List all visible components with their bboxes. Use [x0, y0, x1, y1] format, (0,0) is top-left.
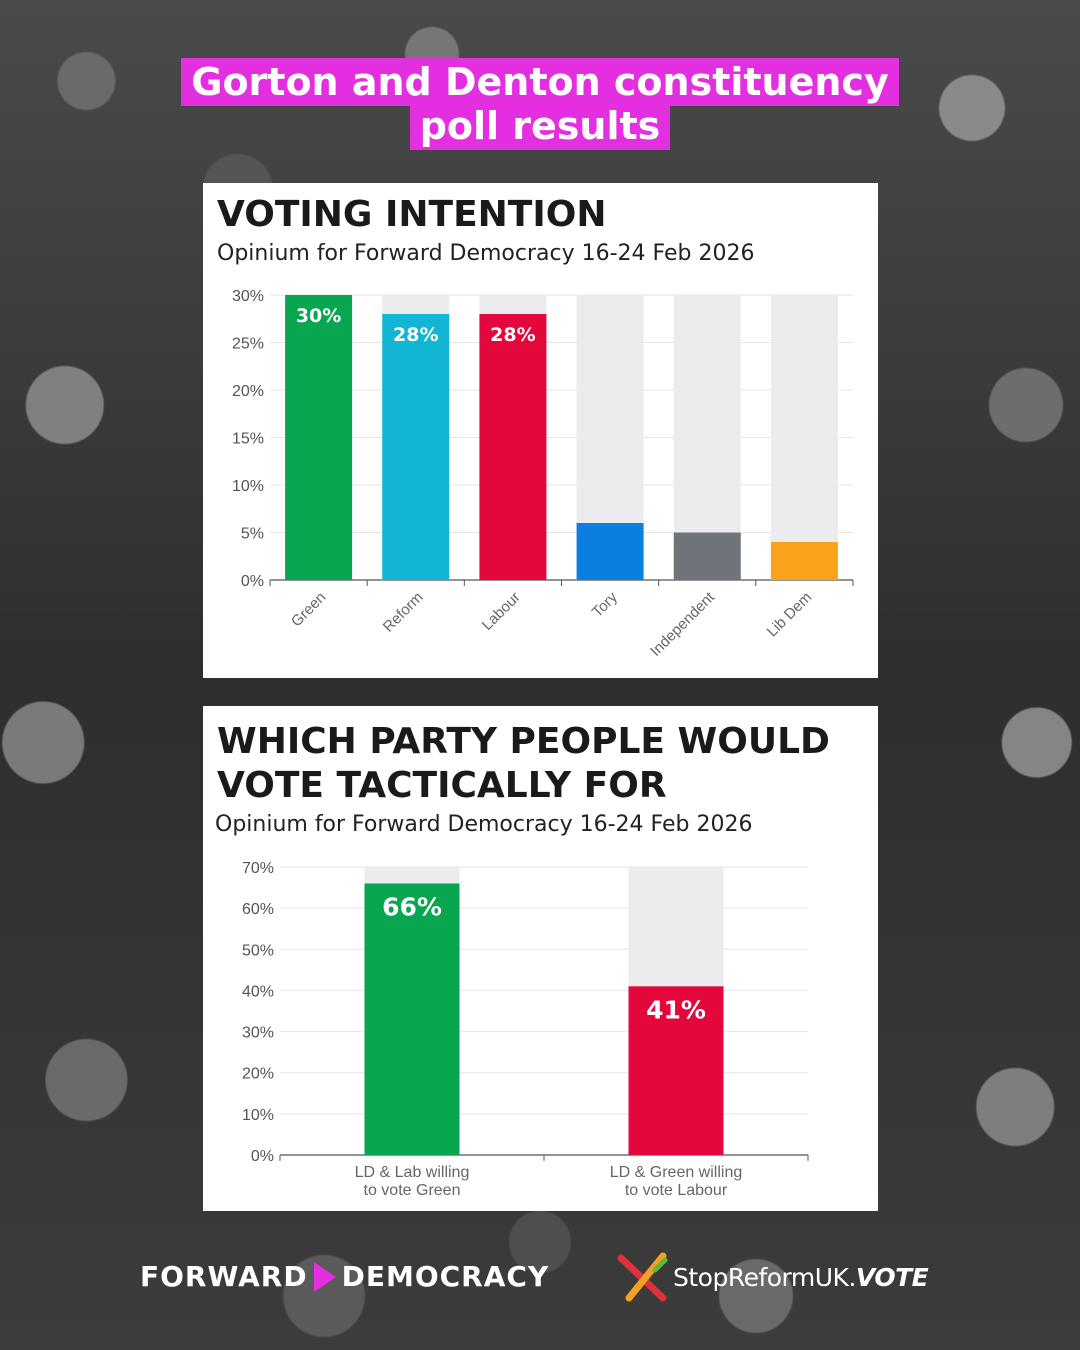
logo-text-democracy: DEMOCRACY	[341, 1260, 550, 1293]
bar	[382, 314, 450, 580]
y-tick-label: 30%	[232, 288, 264, 305]
forward-democracy-logo: FORWARD DEMOCRACY	[140, 1260, 549, 1293]
data-label: 28%	[490, 324, 535, 346]
y-tick-label: 10%	[232, 478, 264, 495]
stop-reform-vote: VOTE	[855, 1262, 929, 1292]
logo-text-forward: FORWARD	[140, 1260, 308, 1293]
chart-subtitle: Opinium for Forward Democracy 16-24 Feb …	[215, 812, 753, 837]
y-tick-label: 60%	[242, 901, 274, 918]
data-label: 41%	[646, 995, 706, 1024]
x-tick-label: to vote Green	[364, 1182, 461, 1199]
x-tick-label: LD & Lab willing	[355, 1164, 470, 1181]
headline: Gorton and Denton constituency poll resu…	[0, 58, 1080, 150]
stop-reform-text: StopReformUK.VOTE	[673, 1262, 929, 1292]
y-tick-label: 15%	[232, 431, 264, 448]
x-tick-label: Lib Dem	[764, 589, 816, 641]
x-tick-label: Independent	[647, 588, 719, 660]
y-tick-label: 50%	[242, 942, 274, 959]
bar	[479, 314, 547, 580]
y-tick-label: 5%	[241, 526, 264, 543]
y-tick-label: 20%	[242, 1066, 274, 1083]
arrow-icon	[313, 1261, 336, 1292]
y-tick-label: 25%	[232, 336, 264, 353]
data-label: 66%	[382, 892, 442, 921]
voting-intention-panel: VOTING INTENTION Opinium for Forward Dem…	[203, 183, 878, 678]
voting-intention-chart: 0% 5% 10% 15% 20% 25% 30% 30% Green 28% Reform 28% L…	[232, 288, 854, 660]
y-tick-label: 70%	[242, 860, 274, 877]
chart-title: VOTING INTENTION	[217, 194, 607, 235]
bar	[770, 542, 838, 580]
bar-background	[770, 295, 838, 580]
data-label: 28%	[393, 324, 438, 346]
bar	[576, 523, 644, 580]
y-tick-label: 30%	[242, 1025, 274, 1042]
chart-subtitle: Opinium for Forward Democracy 16-24 Feb …	[217, 241, 755, 266]
bar	[628, 986, 724, 1155]
cross-icon	[617, 1252, 668, 1302]
y-tick-label: 0%	[251, 1148, 274, 1165]
footer: FORWARD DEMOCRACY StopReformUK.VOTE	[0, 1252, 1080, 1302]
tactical-vote-chart: 0% 10% 20% 30% 40% 50% 60% 70% 66% LD & Lab willi…	[242, 860, 809, 1199]
tactical-vote-panel: WHICH PARTY PEOPLE WOULD VOTE TACTICALLY…	[203, 706, 878, 1211]
x-tick-label: Green	[288, 589, 330, 631]
y-tick-label: 0%	[241, 573, 264, 590]
x-tick-label: to vote Labour	[625, 1182, 728, 1199]
headline-line1: Gorton and Denton constituency	[181, 58, 899, 106]
bar	[364, 883, 460, 1155]
stop-reform-logo: StopReformUK.VOTE	[615, 1252, 929, 1302]
x-tick-label: Reform	[380, 589, 427, 636]
data-label: 30%	[296, 305, 341, 327]
y-tick-label: 10%	[242, 1107, 274, 1124]
bar	[285, 295, 353, 580]
chart-title: WHICH PARTY PEOPLE WOULD VOTE TACTICALLY…	[217, 721, 830, 806]
y-tick-label: 20%	[232, 383, 264, 400]
x-tick-label: Tory	[589, 588, 621, 620]
x-tick-label: LD & Green willing	[610, 1164, 743, 1181]
stop-reform-main: StopReformUK.	[673, 1262, 856, 1292]
x-tick-label: Labour	[479, 589, 524, 634]
bar	[673, 532, 741, 580]
headline-line2: poll results	[409, 102, 671, 150]
y-tick-label: 40%	[242, 983, 274, 1000]
